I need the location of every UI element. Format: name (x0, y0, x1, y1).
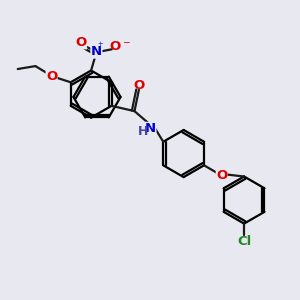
Text: O: O (76, 36, 87, 49)
Text: O$^-$: O$^-$ (109, 40, 131, 53)
Text: N: N (91, 45, 102, 58)
Text: Cl: Cl (237, 235, 251, 248)
Text: N: N (145, 122, 156, 135)
Text: O: O (216, 169, 227, 182)
Text: $^+$: $^+$ (96, 41, 104, 51)
Text: O: O (134, 79, 145, 92)
Text: H: H (137, 125, 148, 138)
Text: O: O (46, 70, 57, 83)
